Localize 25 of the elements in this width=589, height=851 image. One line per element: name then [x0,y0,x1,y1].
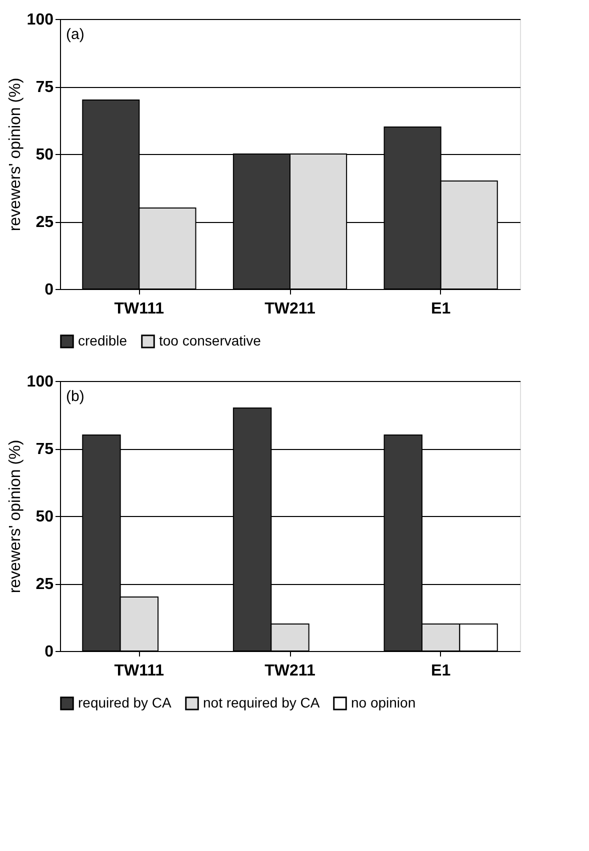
x-tick-label: TW111 [114,662,164,680]
y-tick-label: 25 [36,214,54,231]
y-tick-label: 25 [36,576,54,593]
legend-label: credible [78,332,128,348]
y-tick-label: 75 [36,79,54,96]
x-tick-label: E1 [431,300,451,318]
legend-label: too conservative [159,332,262,348]
y-tick-label: 50 [36,146,54,164]
y-tick-label: 50 [36,508,54,526]
y-tick-label: 0 [44,644,54,660]
x-tick-label: E1 [431,662,451,680]
legend-label: not required by CA [203,694,320,710]
annotation: (a) [66,26,84,43]
x-tick-label: TW211 [264,662,316,680]
legend-label: required by CA [78,694,172,710]
x-tick-label: TW211 [264,300,316,318]
y-tick-label: 0 [44,282,54,298]
y-axis-title: revewers' opinion (%) [6,440,24,594]
y-tick-label: 100 [26,374,54,390]
annotation: (b) [66,388,84,405]
legend-label: no opinion [351,694,416,710]
y-tick-label: 100 [26,12,54,28]
x-tick-label: TW111 [114,300,164,318]
y-axis-title: revewers' opinion (%) [6,78,24,232]
y-tick-label: 75 [36,441,54,458]
